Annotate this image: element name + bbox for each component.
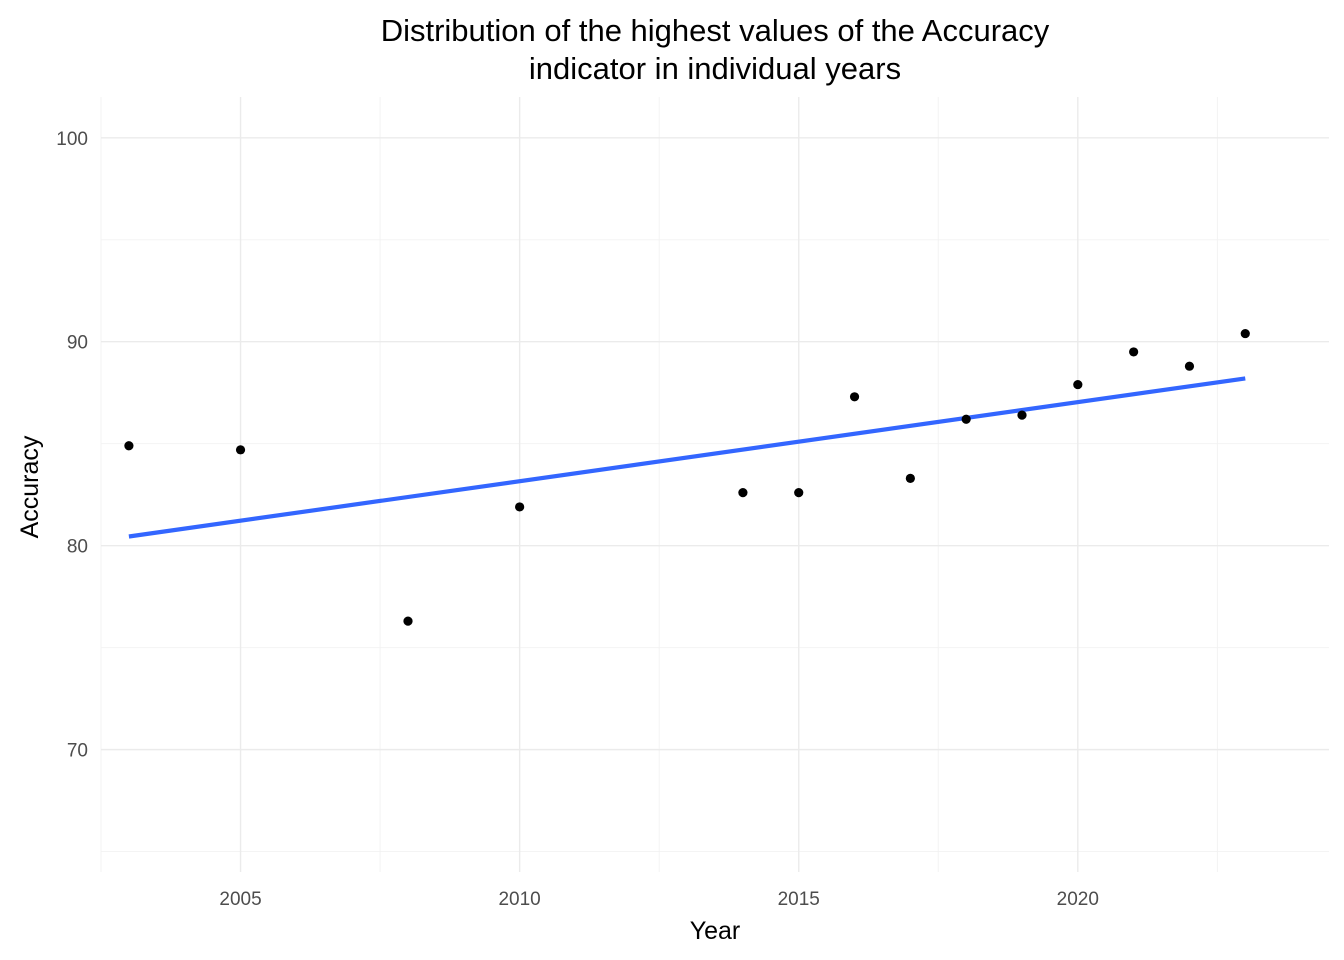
x-tick-label-3: 2020 <box>1057 889 1099 910</box>
trend-line <box>128 376 1246 539</box>
chart-title-line-2: indicator in individual years <box>529 51 901 86</box>
data-point-2008 <box>403 616 413 626</box>
points-layer <box>124 328 1250 626</box>
x-axis-title: Year <box>690 917 741 945</box>
data-point-2022 <box>1184 361 1195 371</box>
y-tick-label-1: 80 <box>67 537 88 558</box>
data-point-2019 <box>1017 410 1027 420</box>
data-point-2023 <box>1240 328 1250 339</box>
y-tick-label-3: 100 <box>56 129 88 150</box>
chart-title-line-1: Distribution of the highest values of th… <box>381 13 1050 48</box>
data-point-2005 <box>235 445 246 455</box>
data-point-2014 <box>738 488 748 498</box>
x-tick-label-2: 2015 <box>778 889 820 910</box>
data-point-2017 <box>905 473 915 483</box>
y-tick-label-0: 70 <box>67 741 88 762</box>
y-tick-label-2: 90 <box>67 333 88 354</box>
trend-line-layer <box>128 376 1246 539</box>
tick-labels: 70 80 90 100 2005 2010 2015 2020 <box>56 129 1099 910</box>
data-point-2020 <box>1073 379 1083 390</box>
x-tick-label-0: 2005 <box>219 889 261 910</box>
data-point-2016 <box>849 392 860 402</box>
data-point-2018 <box>961 414 971 424</box>
data-point-2021 <box>1129 347 1139 357</box>
grid <box>100 97 1329 872</box>
data-point-2010 <box>515 502 525 512</box>
data-point-2015 <box>794 488 804 498</box>
y-axis-title: Accuracy <box>16 435 44 538</box>
x-tick-label-1: 2010 <box>498 889 540 910</box>
data-point-2003 <box>124 441 134 451</box>
